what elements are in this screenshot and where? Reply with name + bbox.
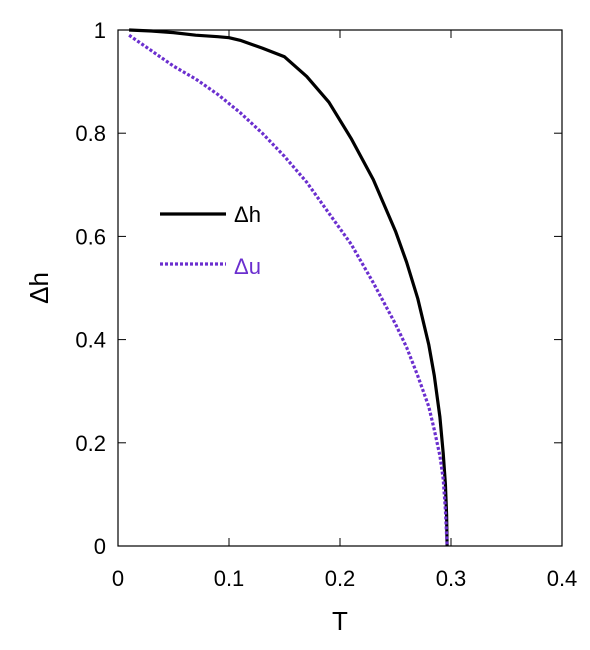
y-tick-label: 0.6	[75, 224, 106, 249]
tick-labels: 0 0.1 0.2 0.3 0.4 0 0.2 0.4 0.6 0.8 1	[75, 18, 577, 591]
y-tick-label: 0	[94, 534, 106, 559]
x-tick-label: 0	[112, 566, 124, 591]
series-line-0	[129, 28, 449, 547]
y-axis-title: Δh	[24, 272, 54, 304]
x-tick-label: 0.1	[214, 566, 245, 591]
ticks	[117, 29, 563, 547]
y-tick-label: 0.2	[75, 431, 106, 456]
legend: Δh Δu	[160, 202, 261, 279]
series-lines	[128, 28, 449, 547]
x-tick-label: 0.3	[436, 566, 467, 591]
x-tick-label: 0.2	[325, 566, 356, 591]
x-tick-label: 0.4	[547, 566, 578, 591]
y-tick-label: 1	[94, 18, 106, 43]
series-line-1	[128, 33, 449, 547]
legend-label-dh: Δh	[234, 202, 261, 227]
y-tick-label: 0.8	[75, 121, 106, 146]
legend-label-du: Δu	[234, 254, 261, 279]
plot-frame	[117, 29, 563, 547]
y-tick-label: 0.4	[75, 328, 106, 353]
x-axis-title: T	[332, 606, 348, 636]
